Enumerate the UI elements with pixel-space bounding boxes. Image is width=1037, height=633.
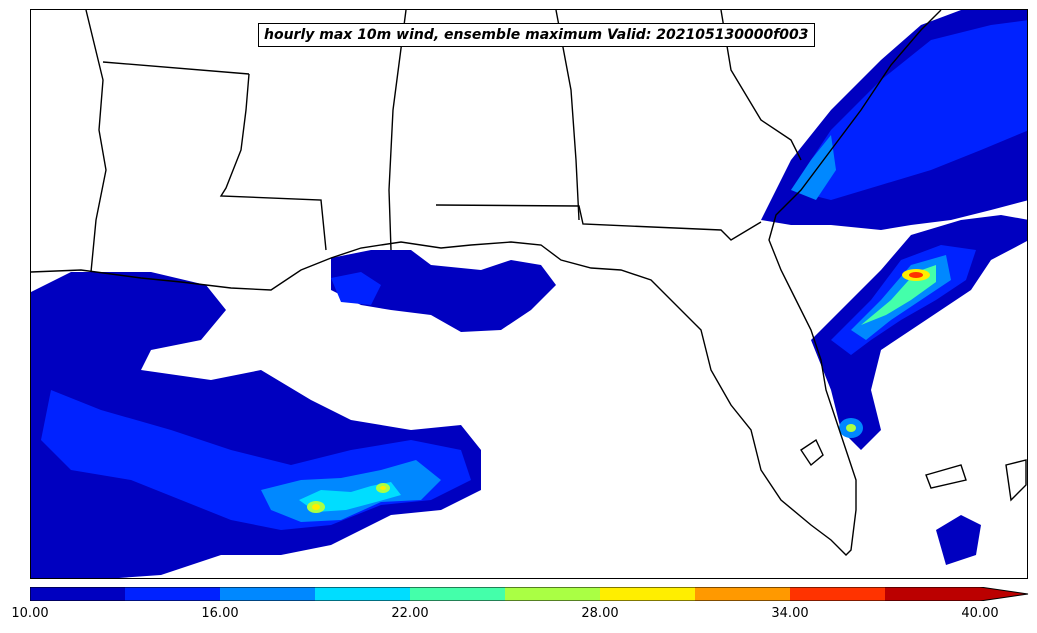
state-border-tx-la [85,10,107,273]
wind-peak-2-core [380,486,386,490]
wind-region-atlantic-north-core [791,135,836,200]
colorbar-segment [505,587,601,601]
wind-contours [31,10,1027,578]
colorbar-tick-label: 16.00 [201,606,239,621]
boundaries [31,10,1027,556]
wind-region-west-gulf-peak [299,482,401,512]
colorbar-tick-label: 40.00 [961,606,999,621]
colorbar-segment [410,587,506,601]
wind-peak-4-core [846,424,856,432]
wind-region-atlantic-south [811,215,1027,450]
wind-region-atlantic-north-inner [791,20,1027,200]
colorbar-tick-label: 34.00 [771,606,809,621]
colorbar-tick-label: 28.00 [581,606,619,621]
colorbar-segment [30,587,126,601]
colorbar-tick-label: 10.00 [11,606,49,621]
map-frame: hourly max 10m wind, ensemble maximum Va… [30,9,1028,579]
colorbar [30,587,1029,601]
colorbar-extend-arrow [980,587,1028,601]
state-border-ga-sc [720,10,802,161]
colorbar-segment [315,587,411,601]
wind-peak-1-core [312,504,320,510]
colorbar-tick-label: 22.00 [391,606,429,621]
bahamas-island-1 [925,464,967,489]
colorbar-segment [220,587,316,601]
state-border-la-ms [219,73,327,251]
state-border-ar-la [102,61,250,75]
colorbar-segment [600,587,696,601]
colorbar-segment [695,587,791,601]
bahamas-island-2 [1005,459,1027,502]
colorbar-segment [125,587,221,601]
wind-region-la-coast-inner [331,272,381,305]
wind-peak-3-core [909,272,923,278]
state-border-ms-al [388,10,407,251]
wind-region-west-gulf-core [261,460,441,522]
wind-map [31,10,1027,578]
state-border-al-ga [555,10,580,221]
colorbar-outline [30,587,1029,601]
wind-region-southeast-small [936,515,981,565]
state-border-fl-north [435,204,762,241]
colorbar-segment [885,587,981,601]
colorbar-segment [790,587,886,601]
map-title: hourly max 10m wind, ensemble maximum Va… [258,23,815,47]
gulf-coastline [31,10,942,556]
lake-okeechobee [800,438,824,467]
wind-region-la-coast [331,250,556,332]
